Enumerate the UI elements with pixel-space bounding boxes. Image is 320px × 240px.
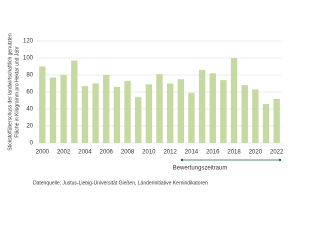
bar (166, 83, 174, 143)
bar (145, 84, 153, 143)
x-tick-label: 2000 (36, 150, 50, 156)
bar (103, 75, 110, 143)
y-tick-label: 80 (26, 73, 33, 79)
bar (252, 89, 259, 143)
bar (113, 86, 121, 143)
y-tick-label: 40 (26, 107, 33, 113)
y-tick-label: 100 (23, 56, 34, 62)
bar (241, 85, 248, 143)
x-tick-label: 2012 (163, 150, 177, 156)
y-axis-label: Stickstoffüberschuss der landwirtschaftl… (7, 33, 13, 150)
bar (81, 86, 89, 143)
bar (60, 75, 67, 143)
x-tick-label: 2014 (185, 150, 199, 156)
bar (188, 92, 195, 143)
bracket-end (278, 158, 282, 162)
bar (209, 73, 216, 143)
x-tick-label: 2016 (206, 150, 220, 156)
bar (273, 98, 280, 143)
x-tick-label: 2008 (121, 150, 135, 156)
bar (92, 83, 99, 143)
bar (262, 103, 270, 143)
x-tick-label: 2002 (57, 150, 71, 156)
bar (49, 77, 57, 143)
x-tick-label: 2010 (142, 150, 156, 156)
bar (71, 60, 78, 143)
x-tick-label: 2006 (100, 150, 114, 156)
annotation: Bewertungszeitraum (173, 166, 228, 172)
x-tick-label: 2004 (78, 150, 92, 156)
source: Datenquelle: Justus-Liebig-Universität G… (33, 180, 208, 186)
bar (39, 66, 46, 143)
x-tick-label: 2020 (249, 150, 263, 156)
bracket-end (180, 158, 184, 162)
x-tick-label: 2022 (270, 150, 284, 156)
y-tick-label: 60 (26, 90, 33, 96)
x-tick-label: 2018 (227, 150, 241, 156)
y-axis-label: Fläche in Kilogramm pro Hektar und Jahr (14, 46, 20, 137)
bar (124, 80, 131, 143)
y-tick-label: 120 (23, 39, 34, 45)
chart: Bewertungszeitraum Datenquelle: Justus-L… (7, 33, 284, 186)
bar (198, 69, 206, 143)
y-tick-label: 0 (30, 141, 34, 147)
bar (220, 80, 227, 143)
bar (156, 74, 163, 143)
bar (177, 79, 184, 143)
bar (135, 97, 142, 143)
bar (230, 58, 238, 143)
y-tick-label: 20 (26, 124, 33, 130)
